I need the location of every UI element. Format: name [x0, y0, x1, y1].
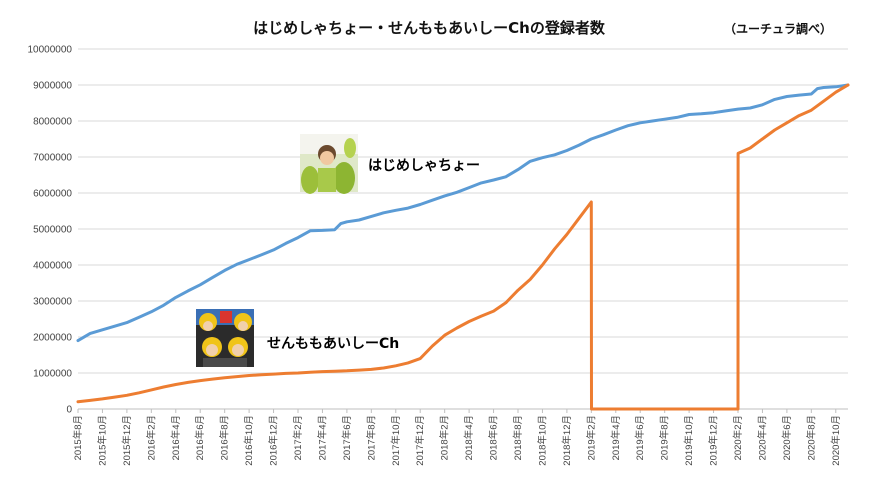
chart-title: はじめしゃちょー・せんももあいしーChの登録者数 [253, 19, 606, 37]
x-tick-label: 2015年12月 [121, 415, 133, 466]
x-tick-label: 2020年6月 [781, 415, 793, 460]
series-label-senmomo: せんももあいしーCh [267, 336, 399, 352]
y-tick-label: 10000000 [28, 45, 73, 56]
x-tick-label: 2018年12月 [561, 415, 573, 466]
x-tick-label: 2016年4月 [170, 415, 182, 460]
x-tick-label: 2019年2月 [585, 415, 597, 460]
series-line-1 [76, 83, 850, 411]
x-tick-label: 2017年2月 [292, 415, 304, 460]
y-tick-label: 5000000 [33, 225, 72, 236]
x-tick-label: 2019年8月 [659, 415, 671, 460]
y-tick-label: 1000000 [33, 369, 72, 380]
x-tick-label: 2016年2月 [145, 415, 157, 460]
x-tick-label: 2017年12月 [414, 415, 426, 466]
y-tick-label: 8000000 [33, 117, 72, 128]
x-tick-label: 2018年8月 [512, 415, 524, 460]
x-tick-label: 2020年8月 [805, 415, 817, 460]
x-tick-label: 2019年4月 [610, 415, 622, 460]
y-tick-label: 0 [66, 405, 72, 416]
x-tick-label: 2018年2月 [439, 415, 451, 460]
hajime-thumbnail [300, 134, 358, 194]
x-tick-label: 2017年6月 [341, 415, 353, 460]
plot-area [77, 48, 848, 413]
x-tick-label: 2019年10月 [683, 415, 695, 466]
x-tick-label: 2018年10月 [536, 415, 548, 466]
x-tick-label: 2020年4月 [756, 415, 768, 460]
x-tick-label: 2016年8月 [219, 415, 231, 460]
x-tick-label: 2019年6月 [634, 415, 646, 460]
x-tick-label: 2016年10月 [243, 415, 255, 466]
x-tick-label: 2016年6月 [194, 415, 206, 460]
x-tick-label: 2018年6月 [488, 415, 500, 460]
series-line-0 [76, 83, 850, 343]
axis-labels: 0 1000000 2000000 3000000 4000000 5000000 6000… [28, 45, 842, 466]
x-tick-label: 2015年8月 [72, 415, 84, 460]
x-tick-label: 2017年10月 [390, 415, 402, 466]
x-tick-label: 2019年12月 [708, 415, 720, 466]
source-note: （ユーチュラ調べ） [724, 21, 832, 36]
x-tick-label: 2020年2月 [732, 415, 744, 460]
y-tick-label: 3000000 [33, 297, 72, 308]
y-tick-label: 9000000 [33, 81, 72, 92]
y-tick-label: 7000000 [33, 153, 72, 164]
senmomo-thumbnail [196, 309, 254, 367]
x-tick-label: 2020年10月 [830, 415, 842, 466]
series-layer [76, 83, 850, 411]
x-tick-label: 2016年12月 [268, 415, 280, 466]
x-tick-label: 2015年10月 [96, 415, 108, 466]
series-label-hajime: はじめしゃちょー [368, 158, 480, 174]
y-tick-label: 2000000 [33, 333, 72, 344]
x-tick-label: 2017年4月 [316, 415, 328, 460]
y-tick-label: 6000000 [33, 189, 72, 200]
y-tick-label: 4000000 [33, 261, 72, 272]
x-tick-label: 2017年8月 [365, 415, 377, 460]
x-tick-label: 2018年4月 [463, 415, 475, 460]
